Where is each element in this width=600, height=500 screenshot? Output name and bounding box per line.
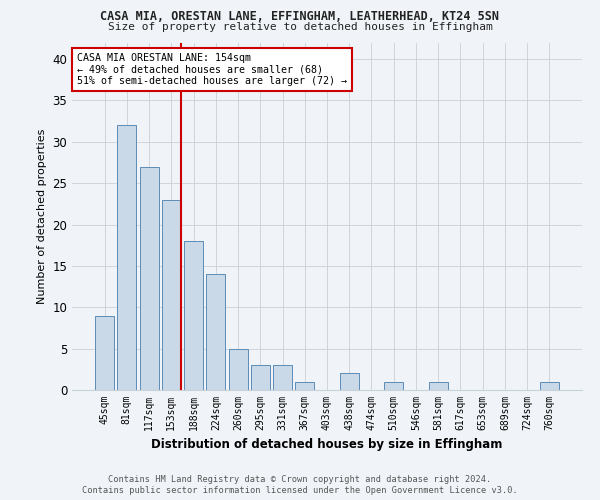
Text: CASA MIA ORESTAN LANE: 154sqm
← 49% of detached houses are smaller (68)
51% of s: CASA MIA ORESTAN LANE: 154sqm ← 49% of d… [77, 53, 347, 86]
Bar [340, 374, 359, 390]
Bar [95, 316, 114, 390]
Bar [251, 365, 270, 390]
Text: Contains HM Land Registry data © Crown copyright and database right 2024.: Contains HM Land Registry data © Crown c… [109, 475, 491, 484]
X-axis label: Distribution of detached houses by size in Effingham: Distribution of detached houses by size … [151, 438, 503, 452]
Bar [295, 382, 314, 390]
Bar [162, 200, 181, 390]
Y-axis label: Number of detached properties: Number of detached properties [37, 128, 47, 304]
Bar [273, 365, 292, 390]
Bar [184, 241, 203, 390]
Bar [118, 125, 136, 390]
Text: CASA MIA, ORESTAN LANE, EFFINGHAM, LEATHERHEAD, KT24 5SN: CASA MIA, ORESTAN LANE, EFFINGHAM, LEATH… [101, 10, 499, 23]
Bar [140, 166, 158, 390]
Text: Size of property relative to detached houses in Effingham: Size of property relative to detached ho… [107, 22, 493, 32]
Bar [229, 348, 248, 390]
Bar [429, 382, 448, 390]
Bar [206, 274, 225, 390]
Bar [384, 382, 403, 390]
Text: Contains public sector information licensed under the Open Government Licence v3: Contains public sector information licen… [82, 486, 518, 495]
Bar [540, 382, 559, 390]
